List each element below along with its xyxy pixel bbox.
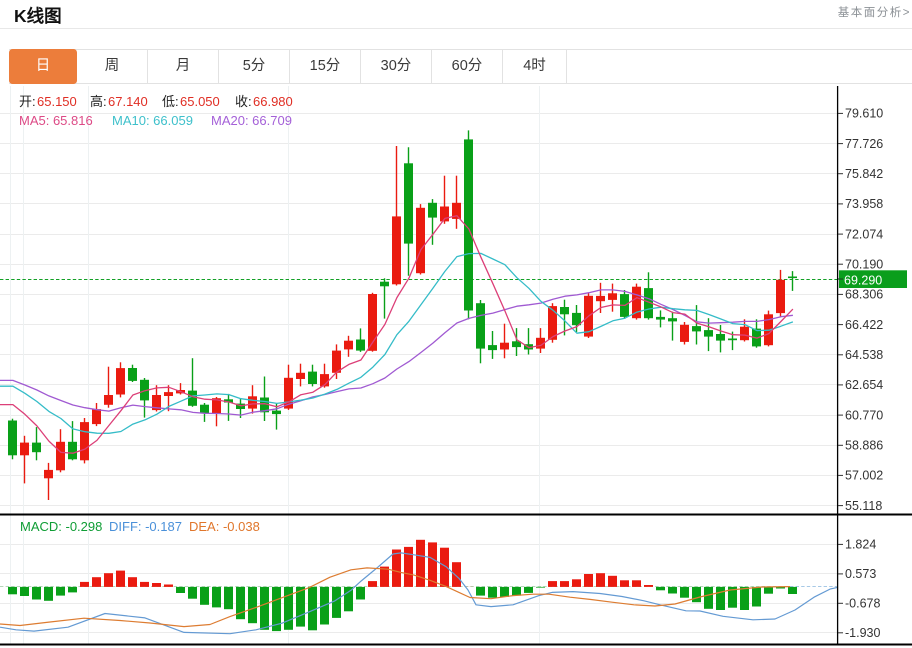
svg-text:60.770: 60.770 — [845, 408, 883, 422]
svg-text:62.654: 62.654 — [845, 378, 883, 392]
svg-text:DEA: -0.038: DEA: -0.038 — [189, 519, 260, 534]
svg-text:高:: 高: — [90, 94, 107, 109]
svg-text:57.002: 57.002 — [845, 469, 883, 483]
svg-text:69.290: 69.290 — [844, 273, 882, 287]
svg-text:75.842: 75.842 — [845, 167, 883, 181]
svg-text:66.980: 66.980 — [253, 94, 293, 109]
svg-text:79.610: 79.610 — [845, 107, 883, 121]
svg-text:55.118: 55.118 — [845, 499, 882, 513]
svg-text:70.190: 70.190 — [845, 258, 883, 272]
svg-text:66.422: 66.422 — [845, 318, 883, 332]
svg-text:73.958: 73.958 — [845, 197, 883, 211]
svg-text:58.886: 58.886 — [845, 439, 883, 453]
svg-text:开:: 开: — [19, 94, 36, 109]
svg-text:77.726: 77.726 — [845, 137, 883, 151]
svg-text:65.050: 65.050 — [180, 94, 220, 109]
svg-text:68.306: 68.306 — [845, 288, 883, 302]
svg-text:65.150: 65.150 — [37, 94, 77, 109]
svg-text:1.824: 1.824 — [845, 538, 876, 552]
svg-text:低:: 低: — [162, 94, 179, 109]
svg-text:72.074: 72.074 — [845, 227, 883, 241]
svg-text:MA10: 66.059: MA10: 66.059 — [112, 113, 193, 128]
svg-text:MA20: 66.709: MA20: 66.709 — [211, 113, 292, 128]
svg-text:MA5: 65.816: MA5: 65.816 — [19, 113, 93, 128]
svg-text:-0.678: -0.678 — [845, 597, 880, 611]
svg-text:67.140: 67.140 — [108, 94, 148, 109]
svg-text:64.538: 64.538 — [845, 348, 883, 362]
svg-text:-1.930: -1.930 — [845, 626, 880, 640]
svg-text:收:: 收: — [235, 94, 252, 109]
svg-text:MACD: -0.298: MACD: -0.298 — [20, 519, 102, 534]
svg-text:DIFF: -0.187: DIFF: -0.187 — [109, 519, 182, 534]
svg-text:0.573: 0.573 — [845, 567, 876, 581]
